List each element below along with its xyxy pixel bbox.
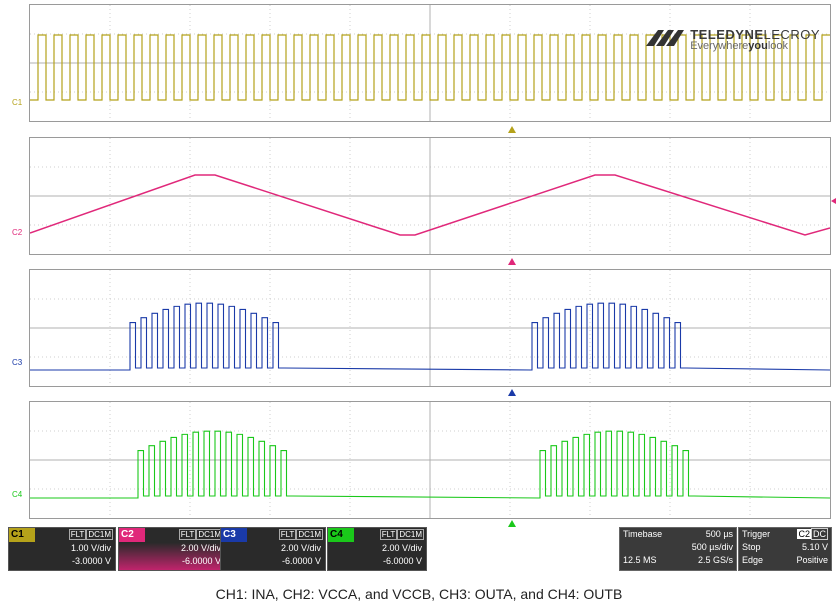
channel-1-descriptor[interactable]: C1 FLT DC1M 1.00 V/div -3.0000 V: [8, 527, 116, 571]
trigger-slope: Positive: [796, 555, 828, 565]
channel-2-trace-area: [29, 138, 831, 254]
timebase-rate: 2.5 GS/s: [697, 555, 733, 565]
brand-tagline-bold: you: [748, 40, 768, 52]
channel-3-coupling: DC1M: [296, 529, 323, 540]
trigger-level-arrow[interactable]: [831, 198, 836, 204]
channel-2-descriptor[interactable]: C2 FLT DC1M 2.00 V/div -6.0000 V: [118, 527, 226, 571]
channel-2-vdiv: 2.00 V/div: [180, 543, 221, 553]
channel-4-vdiv: 2.00 V/div: [381, 543, 422, 553]
channel-3-filter: FLT: [278, 529, 297, 540]
trigger-source: C2: [797, 529, 811, 539]
channel-2-coupling: DC1M: [196, 529, 223, 540]
channel-4-trace-area: [30, 402, 831, 518]
channel-1-grid: TELEDYNELECROY Everywhereyoulook: [29, 4, 831, 122]
channel-1-waveform: [30, 34, 830, 101]
trigger-position-arrow-4: [508, 520, 516, 527]
trigger-position-arrow-2: [508, 258, 516, 265]
channel-4-offset: -6.0000 V: [382, 556, 422, 566]
channel-3-marker[interactable]: C3: [12, 358, 23, 367]
channel-4-tag: C4: [328, 528, 354, 542]
channel-4-filter: FLT: [379, 529, 398, 540]
timebase-per-div: 500 µs/div: [691, 542, 733, 552]
channel-4-descriptor[interactable]: C4 FLT DC1M 2.00 V/div -6.0000 V: [327, 527, 427, 571]
channel-2-offset: -6.0000 V: [181, 556, 221, 566]
trigger-coupling: DC: [811, 528, 828, 540]
trigger-label: Trigger: [742, 529, 771, 539]
channel-3-waveform: [30, 302, 831, 371]
lecroy-mark-icon: [646, 30, 685, 46]
brand-name-light: LECROY: [763, 27, 820, 42]
trigger-level: 5.10 V: [801, 542, 828, 552]
timebase-samples: 12.5 MS: [623, 555, 657, 565]
trigger-type: Edge: [742, 555, 764, 565]
channel-4-coupling: DC1M: [397, 529, 424, 540]
channel-1-filter: FLT: [68, 529, 87, 540]
trigger-position-arrow-3: [508, 389, 516, 396]
channel-3-tag: C3: [221, 528, 247, 542]
brand-tagline-post: look: [767, 40, 789, 52]
timebase-label: Timebase: [623, 529, 663, 539]
figure-caption: CH1: INA, CH2: VCCA, and VCCB, CH3: OUTA…: [215, 586, 623, 602]
channel-3-trace-area: [30, 270, 831, 386]
channel-3-descriptor[interactable]: C3 FLT DC1M 2.00 V/div -6.0000 V: [220, 527, 326, 571]
channel-2-tag: C2: [119, 528, 145, 542]
channel-1-vdiv: 1.00 V/div: [70, 543, 111, 553]
channel-4-waveform: [30, 430, 831, 499]
channel-1-trace-area: [30, 5, 830, 121]
brand-name: TELEDYNE: [690, 27, 764, 42]
channel-1-tag: C1: [9, 528, 35, 542]
timebase-value: 500 µs: [705, 529, 733, 539]
channel-4-grid: [29, 401, 831, 519]
channel-3-vdiv: 2.00 V/div: [280, 543, 321, 553]
channel-2-filter: FLT: [178, 529, 197, 540]
channel-1-offset: -3.0000 V: [71, 556, 111, 566]
brand-tagline-pre: Everywhere: [690, 40, 749, 52]
channel-3-grid: [29, 269, 831, 387]
channel-2-grid: [29, 137, 831, 255]
channel-4-marker[interactable]: C4: [12, 490, 23, 499]
channel-3-offset: -6.0000 V: [281, 556, 321, 566]
channel-2-marker[interactable]: C2: [12, 228, 23, 237]
channel-2-waveform: [29, 174, 831, 236]
channel-1-coupling: DC1M: [86, 529, 113, 540]
trigger-mode: Stop: [742, 542, 761, 552]
trigger-descriptor[interactable]: Trigger C2 DC Stop 5.10 V Edge Positive: [738, 527, 832, 571]
channel-1-marker[interactable]: C1: [12, 98, 23, 107]
brand-logo: TELEDYNELECROY Everywhereyoulook: [646, 27, 820, 52]
trigger-position-arrow-1: [508, 126, 516, 133]
timebase-descriptor[interactable]: Timebase 500 µs 500 µs/div 12.5 MS 2.5 GS/…: [619, 527, 737, 571]
